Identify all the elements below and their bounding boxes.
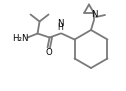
Text: N: N	[91, 10, 97, 19]
Text: O: O	[45, 48, 52, 57]
Text: H: H	[58, 22, 64, 31]
Text: N: N	[57, 19, 64, 28]
Text: H₂N: H₂N	[12, 34, 29, 43]
